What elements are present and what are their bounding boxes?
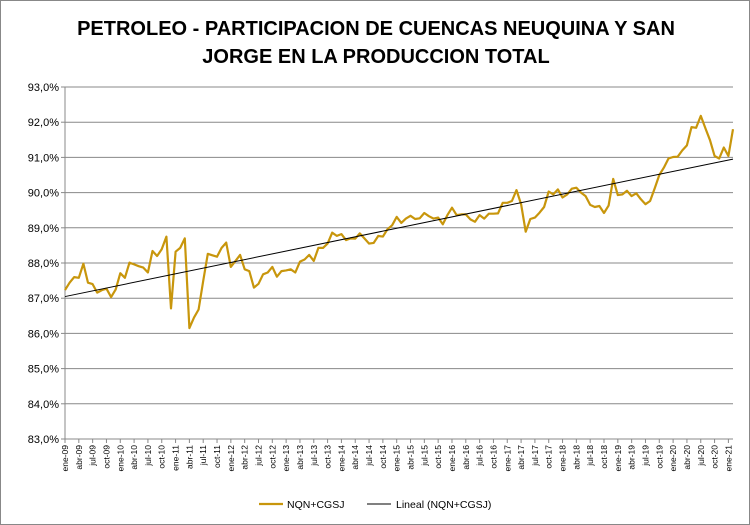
y-tick-label: 88,0% (28, 258, 59, 270)
y-tick-label: 83,0% (28, 434, 59, 446)
x-tick-label: jul-09 (88, 445, 98, 467)
legend-label-trend: Lineal (NQN+CGSJ) (396, 499, 491, 511)
x-tick-label: ene-14 (336, 445, 346, 472)
x-tick-label: abr-16 (461, 445, 471, 470)
x-tick-label: ene-21 (723, 445, 733, 472)
x-tick-label: abr-18 (571, 445, 581, 470)
x-tick-label: jul-12 (253, 445, 263, 467)
x-tick-label: oct-13 (323, 445, 333, 469)
x-tick-label: abr-15 (406, 445, 416, 470)
x-tick-label: ene-12 (226, 445, 236, 472)
x-tick-label: oct-15 (433, 445, 443, 469)
y-tick-label: 89,0% (28, 223, 59, 235)
x-tick-label: oct-17 (544, 445, 554, 469)
x-tick-label: jul-16 (475, 445, 485, 467)
x-tick-label: ene-16 (447, 445, 457, 472)
x-tick-label: jul-15 (419, 445, 429, 467)
y-tick-label: 92,0% (28, 117, 59, 129)
chart-title-line-1: PETROLEO - PARTICIPACION DE CUENCAS NEUQ… (77, 18, 675, 40)
chart-title: PETROLEO - PARTICIPACION DE CUENCAS NEUQ… (1, 15, 749, 71)
x-tick-label: oct-16 (488, 445, 498, 469)
y-tick-label: 86,0% (28, 328, 59, 340)
y-tick-label: 93,0% (28, 82, 59, 94)
x-tick-label: oct-20 (710, 445, 720, 469)
x-tick-label: ene-10 (115, 445, 125, 472)
x-tick-label: jul-13 (309, 445, 319, 467)
x-tick-label: ene-11 (171, 445, 181, 471)
x-tick-label: oct-18 (599, 445, 609, 469)
x-tick-label: jul-17 (530, 445, 540, 467)
legend-label-nqn-cgsj: NQN+CGSJ (287, 499, 344, 511)
x-tick-label: ene-09 (60, 445, 70, 472)
x-tick-label: oct-12 (267, 445, 277, 469)
x-tick-label: abr-09 (74, 445, 84, 470)
x-tick-label: oct-14 (378, 445, 388, 469)
x-tick-label: abr-19 (627, 445, 637, 470)
x-tick-label: ene-15 (392, 445, 402, 472)
series-line-nqn-cgsj (64, 114, 735, 330)
chart-title-line-2: JORGE EN LA PRODUCCION TOTAL (202, 46, 550, 68)
x-tick-label: jul-11 (198, 445, 208, 466)
x-tick-label: abr-13 (295, 445, 305, 470)
x-tick-label: jul-10 (143, 445, 153, 467)
x-tick-label: abr-10 (129, 445, 139, 470)
x-tick-label: abr-14 (350, 445, 360, 470)
y-tick-label: 91,0% (28, 152, 59, 164)
x-tick-label: jul-14 (364, 445, 374, 467)
y-tick-label: 84,0% (28, 399, 59, 411)
x-tick-label: oct-19 (654, 445, 664, 469)
x-tick-label: ene-13 (281, 445, 291, 472)
x-tick-label: oct-10 (157, 445, 167, 469)
x-tick-label: ene-19 (613, 445, 623, 472)
x-tick-label: ene-18 (558, 445, 568, 472)
x-tick-label: jul-18 (585, 445, 595, 467)
x-tick-label: ene-17 (502, 445, 512, 472)
x-tick-label: ene-20 (668, 445, 678, 472)
x-tick-label: oct-09 (101, 445, 111, 469)
y-tick-label: 87,0% (28, 293, 59, 305)
y-tick-label: 85,0% (28, 364, 59, 376)
x-tick-label: abr-17 (516, 445, 526, 470)
x-tick-label: abr-20 (682, 445, 692, 470)
x-tick-label: jul-20 (696, 445, 706, 467)
trend-line (64, 158, 734, 298)
x-tick-label: abr-11 (184, 445, 194, 469)
y-tick-label: 90,0% (28, 188, 59, 200)
x-tick-label: oct-11 (212, 445, 222, 468)
x-tick-label: abr-12 (240, 445, 250, 470)
x-tick-label: jul-19 (640, 445, 650, 467)
